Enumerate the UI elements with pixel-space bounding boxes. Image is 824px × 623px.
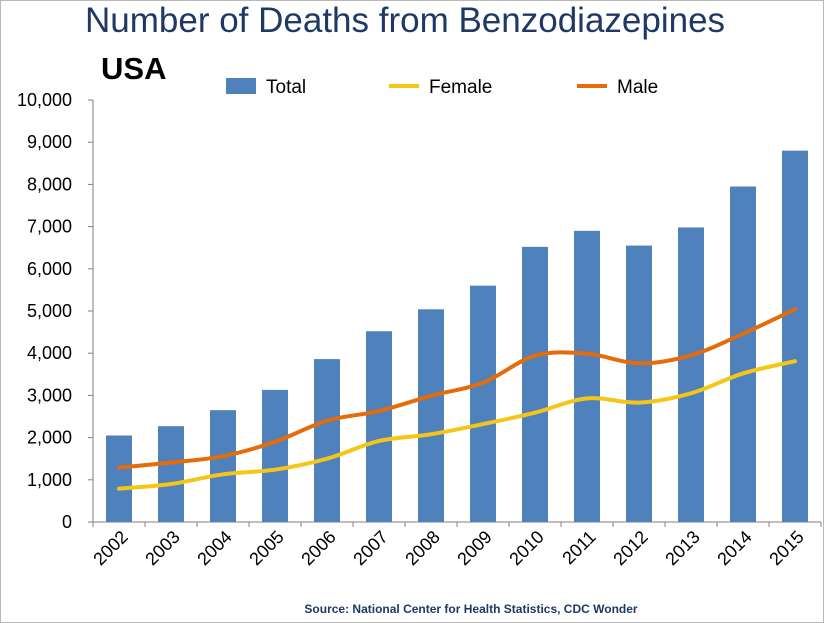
bar-total xyxy=(730,186,756,522)
y-tick-label: 5,000 xyxy=(27,301,72,321)
x-tick-label: 2011 xyxy=(558,527,600,569)
bar-total xyxy=(158,426,184,522)
chart-subtitle: USA xyxy=(101,51,167,86)
bar-total xyxy=(418,309,444,522)
x-tick-label: 2012 xyxy=(609,527,651,569)
bar-series xyxy=(106,150,808,522)
bar-total xyxy=(522,246,548,522)
chart-title: Number of Deaths from Benzodiazepines xyxy=(85,1,726,40)
bar-total xyxy=(574,230,600,522)
y-tick-label: 9,000 xyxy=(27,132,72,152)
x-tick-label: 2015 xyxy=(765,527,807,569)
bar-total xyxy=(366,331,392,522)
legend-label-male: Male xyxy=(617,77,658,98)
y-tick-label: 10,000 xyxy=(17,90,72,110)
bar-total xyxy=(678,227,704,522)
y-tick-label: 1,000 xyxy=(27,470,72,490)
bar-total xyxy=(210,410,236,522)
y-tick-label: 0 xyxy=(62,512,72,532)
y-tick-label: 4,000 xyxy=(27,343,72,363)
x-tick-label: 2002 xyxy=(89,527,131,569)
x-tick-label: 2007 xyxy=(349,527,391,569)
x-tick-label: 2006 xyxy=(297,527,339,569)
x-tick-label: 2003 xyxy=(141,527,183,569)
line-female xyxy=(117,359,797,491)
bar-total xyxy=(106,435,132,522)
x-tick-label: 2005 xyxy=(245,527,287,569)
x-tick-label: 2009 xyxy=(453,527,495,569)
y-tick-label: 6,000 xyxy=(27,259,72,279)
legend-label-female: Female xyxy=(429,77,492,98)
bar-total xyxy=(470,285,496,522)
bar-total xyxy=(782,150,808,522)
x-tick-label: 2008 xyxy=(401,527,443,569)
x-tick-label: 2004 xyxy=(193,527,235,569)
x-tick-label: 2013 xyxy=(661,527,703,569)
legend-swatch-total xyxy=(226,78,256,94)
bar-total xyxy=(262,389,288,522)
x-tick-label: 2010 xyxy=(505,527,547,569)
bar-total xyxy=(314,359,340,522)
bar-total xyxy=(626,245,652,522)
line-series xyxy=(117,307,797,491)
y-tick-label: 3,000 xyxy=(27,385,72,405)
y-tick-label: 2,000 xyxy=(27,428,72,448)
x-tick-label: 2014 xyxy=(713,527,755,569)
y-tick-label: 8,000 xyxy=(27,174,72,194)
legend-label-total: Total xyxy=(266,77,306,98)
chart-legend: Total Female Male xyxy=(226,77,658,98)
y-tick-label: 7,000 xyxy=(27,217,72,237)
line-male xyxy=(117,307,797,470)
chart-source-note: Source: National Center for Health Stati… xyxy=(304,602,638,616)
